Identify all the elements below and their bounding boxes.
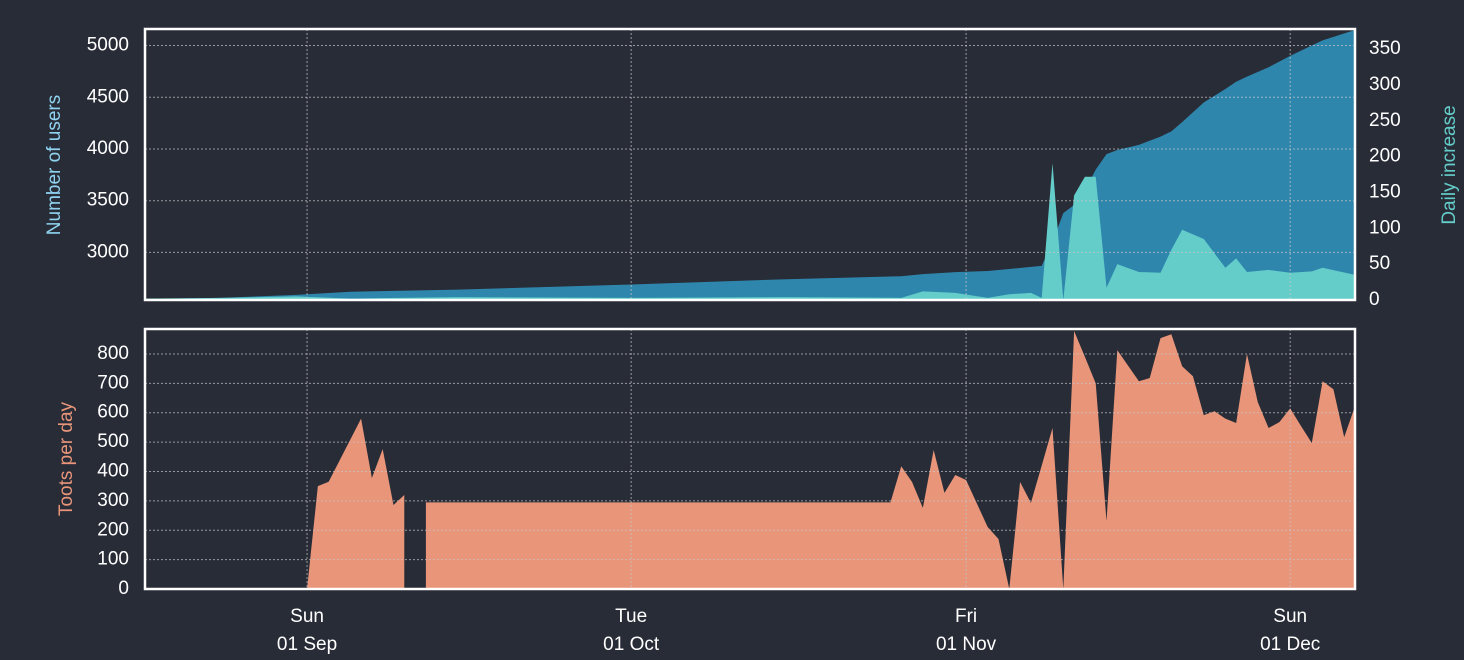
- y-tick-label: 200: [97, 519, 129, 540]
- x-tick-label: 01 Dec: [1260, 634, 1320, 655]
- y2-tick-label: 0: [1369, 289, 1380, 310]
- x-tick-label: 01 Nov: [936, 634, 997, 655]
- y-tick-label: 5000: [87, 35, 129, 56]
- y-tick-label: 500: [97, 431, 129, 452]
- y-tick-label: 800: [97, 343, 129, 364]
- x-tick-label: Sun: [290, 606, 324, 627]
- y-tick-label: 4000: [87, 138, 129, 159]
- y-tick-label: 3500: [87, 190, 129, 211]
- area: [145, 163, 1355, 300]
- plot-frame: [143, 27, 1357, 302]
- y-tick-label: 400: [97, 461, 129, 482]
- y-tick-label: 700: [97, 372, 129, 393]
- y2-tick-label: 100: [1369, 217, 1401, 238]
- y-tick-label: 600: [97, 402, 129, 423]
- y2-tick-label: 250: [1369, 110, 1401, 131]
- x-tick-label: Fri: [955, 606, 977, 627]
- x-tick-label: Tue: [615, 606, 647, 627]
- y2-tick-label: 350: [1369, 38, 1401, 59]
- y2-tick-label: 150: [1369, 181, 1401, 202]
- y-tick-label: 4500: [87, 86, 129, 107]
- y-tick-label: 300: [97, 490, 129, 511]
- plot-frame: [143, 327, 1357, 591]
- area: [145, 331, 1355, 589]
- x-tick-label: Sun: [1273, 606, 1307, 627]
- y2-axis-label: Daily increase: [1439, 105, 1460, 224]
- y-tick-label: 100: [97, 549, 129, 570]
- y-axis-label: Number of users: [44, 95, 65, 235]
- y-axis-label: Toots per day: [56, 401, 77, 516]
- y2-tick-label: 50: [1369, 253, 1390, 274]
- y-tick-label: 0: [118, 578, 129, 599]
- y2-tick-label: 300: [1369, 74, 1401, 95]
- y2-tick-label: 200: [1369, 146, 1401, 167]
- y-tick-label: 3000: [87, 241, 129, 262]
- x-tick-label: 01 Sep: [277, 634, 337, 655]
- x-tick-label: 01 Oct: [603, 634, 660, 655]
